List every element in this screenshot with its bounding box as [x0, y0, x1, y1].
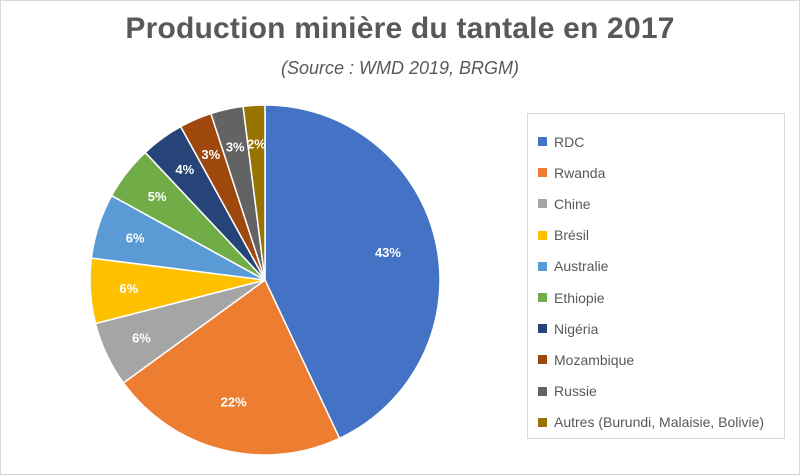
legend-item-9: Russie [528, 376, 784, 407]
legend-swatch [538, 168, 547, 178]
pie-slice-2 [122, 278, 341, 456]
chart-subtitle: (Source : WMD 2019, BRGM) [280, 58, 520, 78]
legend-label: Russie [554, 383, 597, 400]
legend-swatch [538, 417, 547, 427]
legend-swatch [538, 199, 547, 209]
pie-slice-1 [264, 104, 441, 440]
pie-data-label-10: 2% [247, 136, 266, 151]
legend-swatch [538, 355, 547, 365]
legend-item-10: Autres (Burundi, Malaisie, Bolivie) [528, 407, 784, 438]
legend-item-5: Australie [528, 251, 784, 282]
legend-label: Australie [554, 258, 609, 275]
pie-data-label-9: 3% [226, 139, 245, 154]
legend-item-2: Rwanda [528, 157, 784, 188]
pie-data-label-3: 6% [132, 331, 151, 346]
chart-title: Production minière du tantale en 2017 [125, 12, 675, 45]
legend-label: Ethiopie [554, 289, 605, 306]
pie-data-label-6: 5% [148, 189, 167, 204]
legend-label: Brésil [554, 227, 590, 244]
pie-data-label-2: 22% [221, 395, 247, 410]
pie-data-label-5: 6% [126, 230, 145, 245]
pie-data-label-8: 3% [201, 147, 220, 162]
pie-data-label-4: 6% [119, 281, 138, 296]
pie-slice-10 [242, 104, 266, 281]
legend-label: Nigéria [554, 320, 599, 337]
legend-swatch [538, 324, 547, 334]
legend-item-7: Nigéria [528, 313, 784, 344]
legend-label: Mozambique [554, 351, 635, 368]
pie-data-label-7: 4% [175, 162, 194, 177]
legend-label: RDC [554, 133, 585, 150]
legend-swatch [538, 230, 547, 240]
legend-swatch [538, 137, 547, 147]
legend-label: Chine [554, 195, 591, 212]
legend-item-1: RDC [528, 126, 784, 157]
chart-legend: RDC Rwanda Chine Brésil Australie Ethiopie Nig… [527, 113, 785, 439]
legend-swatch [538, 386, 547, 396]
pie-data-label-1: 43% [375, 245, 401, 260]
legend-item-6: Ethiopie [528, 282, 784, 313]
legend-item-4: Brésil [528, 220, 784, 251]
legend-label: Autres (Burundi, Malaisie, Bolivie) [554, 414, 765, 431]
legend-swatch [538, 293, 547, 303]
legend-item-8: Mozambique [528, 344, 784, 375]
legend-swatch [538, 261, 547, 271]
legend-item-3: Chine [528, 188, 784, 219]
legend-label: Rwanda [554, 164, 606, 181]
